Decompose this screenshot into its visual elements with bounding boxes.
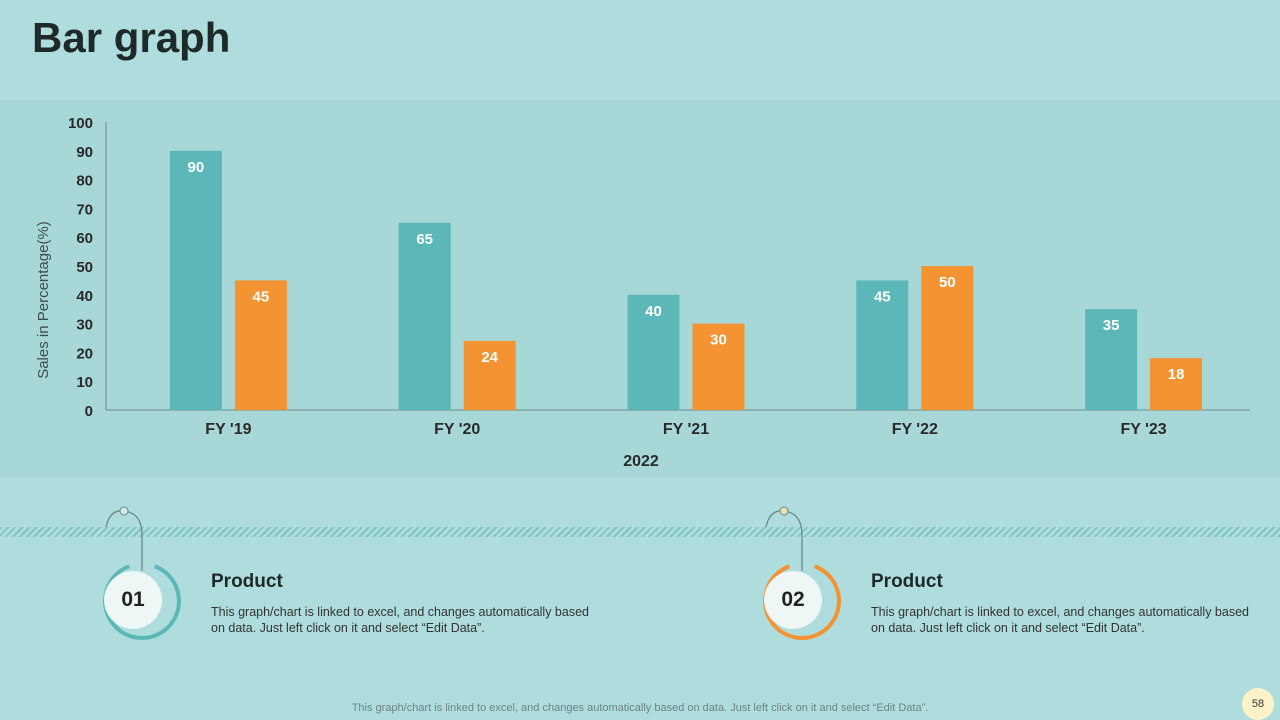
y-tick-label: 80 xyxy=(76,173,93,190)
bar[interactable] xyxy=(921,266,974,410)
card-title: Product xyxy=(211,571,283,592)
bar[interactable] xyxy=(234,280,287,410)
data-label: 50 xyxy=(939,274,956,291)
data-label: 45 xyxy=(253,288,270,305)
page-number: 58 xyxy=(1242,688,1274,720)
x-tick-label: FY '21 xyxy=(663,421,709,438)
data-label: 30 xyxy=(710,332,727,349)
bar[interactable] xyxy=(463,340,516,410)
data-label: 40 xyxy=(645,303,662,320)
card-number: 01 xyxy=(104,571,162,629)
data-label: 18 xyxy=(1168,366,1185,383)
data-label: 45 xyxy=(874,288,891,305)
card-01: 01 Product This graph/chart is linked to… xyxy=(80,505,640,645)
bar[interactable] xyxy=(627,294,680,410)
bar[interactable] xyxy=(1085,309,1138,410)
bar[interactable] xyxy=(692,323,745,410)
data-label: 35 xyxy=(1103,317,1120,334)
y-tick-label: 10 xyxy=(76,374,93,391)
y-tick-label: 20 xyxy=(76,345,93,362)
x-tick-label: FY '19 xyxy=(205,421,251,438)
card-number: 02 xyxy=(764,571,822,629)
x-axis-title: 2022 xyxy=(623,453,659,470)
y-tick-label: 60 xyxy=(76,230,93,247)
x-tick-label: FY '22 xyxy=(892,421,938,438)
bar[interactable] xyxy=(1150,358,1203,410)
card-02: 02 Product This graph/chart is linked to… xyxy=(740,505,1280,645)
x-tick-label: FY '20 xyxy=(434,421,480,438)
footer-note: This graph/chart is linked to excel, and… xyxy=(351,702,929,714)
y-axis-title: Sales in Percentage(%) xyxy=(35,221,52,379)
y-tick-label: 30 xyxy=(76,317,93,334)
y-tick-label: 50 xyxy=(76,259,93,276)
card-title: Product xyxy=(871,571,943,592)
y-tick-label: 90 xyxy=(76,144,93,161)
bar-chart[interactable]: 0 10 20 30 40 50 60 70 80 90 100 FY '19 90 45 FY '20 65… xyxy=(0,0,1280,480)
x-tick-label: FY '23 xyxy=(1120,421,1166,438)
y-tick-label: 40 xyxy=(76,288,93,305)
data-label: 90 xyxy=(188,159,205,176)
y-tick-label: 70 xyxy=(76,201,93,218)
card-description: This graph/chart is linked to excel, and… xyxy=(211,605,589,635)
bar[interactable] xyxy=(856,280,909,410)
y-tick-label: 0 xyxy=(85,403,93,420)
page-title: Bar graph xyxy=(32,14,231,61)
card-description: This graph/chart is linked to excel, and… xyxy=(871,605,1249,635)
bar[interactable] xyxy=(398,222,451,410)
data-label: 65 xyxy=(416,231,433,248)
data-label: 24 xyxy=(481,349,498,366)
y-tick-label: 100 xyxy=(68,115,93,132)
divider-stripe xyxy=(0,527,1280,537)
bar[interactable] xyxy=(169,150,222,411)
